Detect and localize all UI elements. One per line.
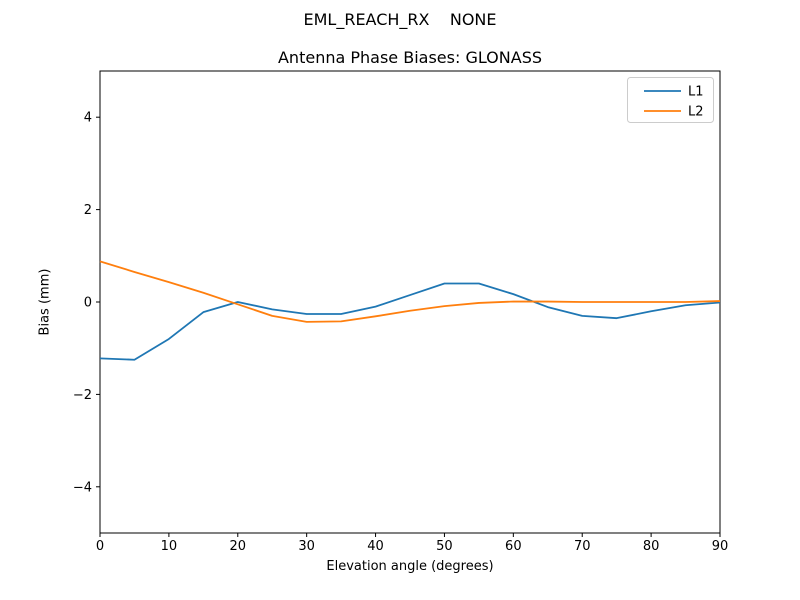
x-tick-label: 90 [712, 539, 729, 554]
x-tick-label: 70 [574, 539, 591, 554]
figure-suptitle: EML_REACH_RX NONE [303, 10, 497, 29]
x-tick-label: 60 [505, 539, 522, 554]
x-axis-label: Elevation angle (degrees) [326, 559, 494, 574]
legend-label-L1: L1 [688, 85, 704, 100]
x-tick-label: 20 [230, 539, 247, 554]
y-tick-label: 0 [84, 296, 92, 311]
x-tick-label: 30 [298, 539, 315, 554]
x-tick-label: 0 [96, 539, 104, 554]
y-tick-label: 2 [84, 203, 92, 218]
y-tick-label: 4 [84, 111, 92, 126]
x-tick-label: 80 [643, 539, 660, 554]
x-tick-label: 40 [367, 539, 384, 554]
legend-label-L2: L2 [688, 105, 704, 120]
y-axis-label: Bias (mm) [37, 268, 53, 336]
y-tick-label: −4 [73, 480, 92, 495]
x-tick-label: 50 [436, 539, 453, 554]
series-line-L1 [99, 282, 721, 361]
axes-title: Antenna Phase Biases: GLONASS [277, 48, 542, 67]
y-tick-label: −2 [73, 388, 92, 403]
x-tick-label: 10 [161, 539, 178, 554]
series-line-L2 [99, 260, 721, 323]
